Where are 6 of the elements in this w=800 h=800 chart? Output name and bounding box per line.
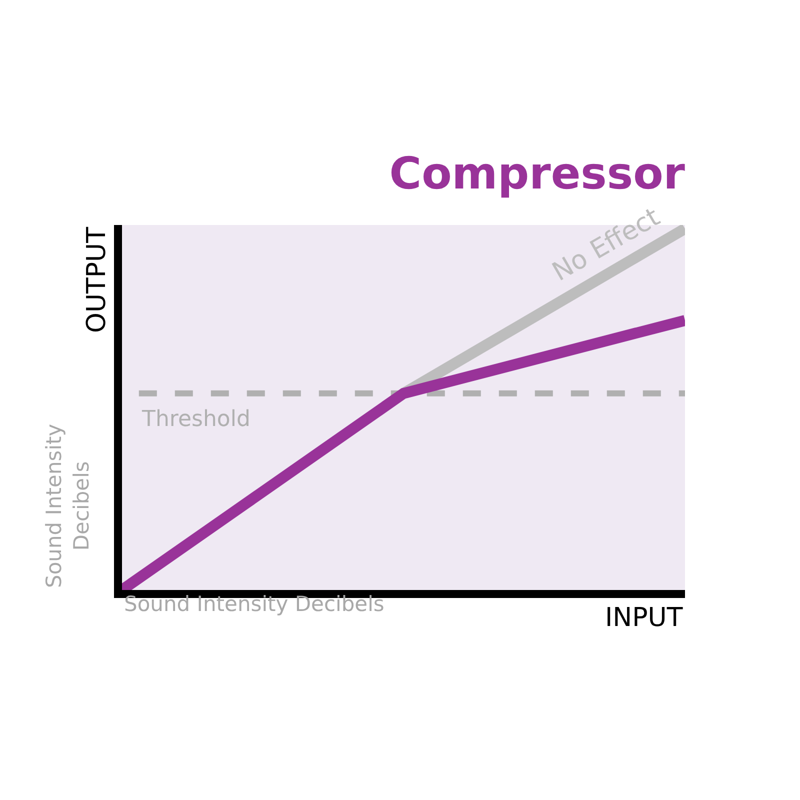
x-axis-title: INPUT: [605, 603, 683, 633]
text: Sound Intensity Decibels: [124, 592, 384, 616]
y-axis-title: OUTPUT: [82, 226, 112, 333]
text: Sound Intensity Decibels: [42, 424, 94, 588]
ref-line-label: Threshold: [141, 407, 250, 432]
chart-title: Compressor: [389, 148, 686, 200]
